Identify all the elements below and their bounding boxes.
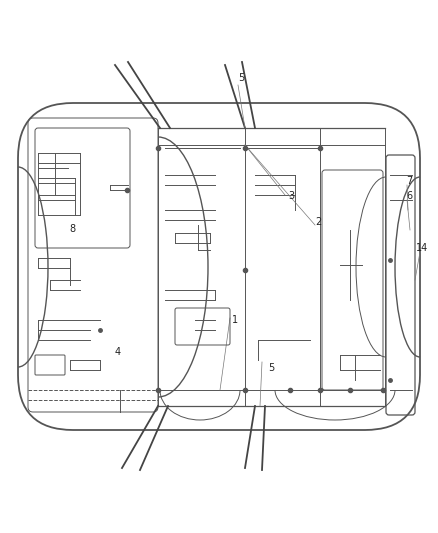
Text: 7: 7: [406, 176, 412, 186]
Text: 14: 14: [416, 243, 428, 253]
Text: 6: 6: [406, 191, 412, 201]
Text: 5: 5: [238, 73, 244, 83]
Text: 4: 4: [115, 347, 121, 357]
Text: 1: 1: [232, 315, 238, 325]
Text: 2: 2: [315, 217, 321, 227]
FancyBboxPatch shape: [18, 103, 420, 430]
Text: 3: 3: [288, 191, 294, 201]
Text: 5: 5: [268, 363, 274, 373]
Text: 8: 8: [69, 224, 75, 234]
